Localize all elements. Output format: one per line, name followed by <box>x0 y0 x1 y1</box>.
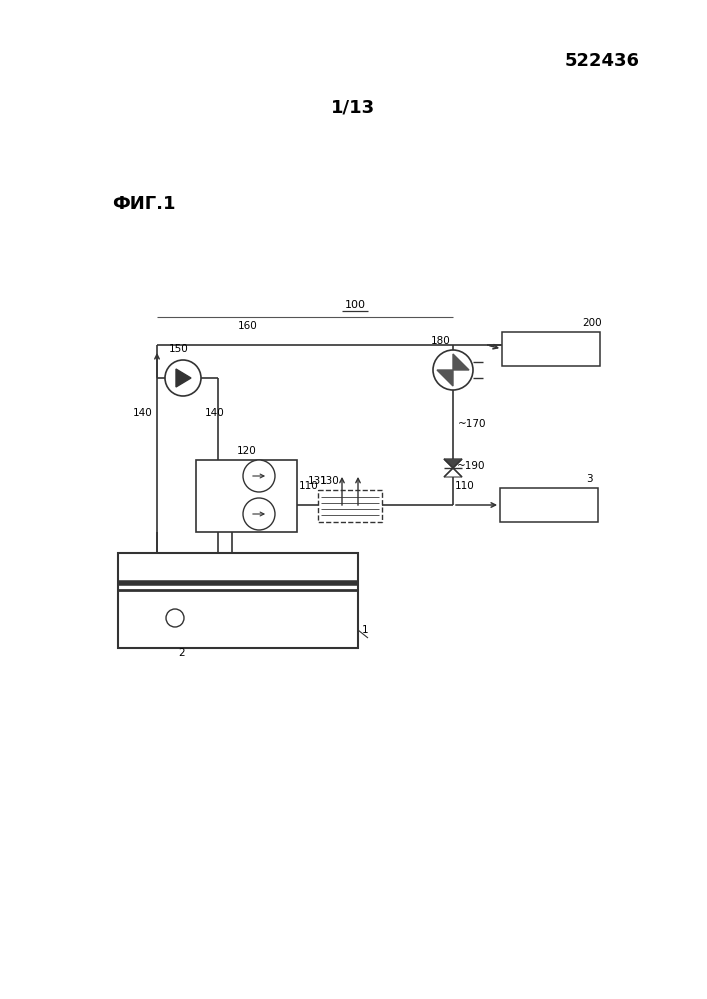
Text: ~170: ~170 <box>458 419 486 429</box>
Polygon shape <box>437 370 453 386</box>
Bar <box>500 488 598 522</box>
Text: 1: 1 <box>362 625 368 635</box>
Circle shape <box>433 350 473 390</box>
Text: 160: 160 <box>238 321 258 331</box>
Text: 140: 140 <box>133 408 153 418</box>
Text: 3: 3 <box>586 474 592 484</box>
Bar <box>318 490 382 522</box>
Circle shape <box>165 360 201 396</box>
Text: 110: 110 <box>299 481 319 491</box>
Text: 140: 140 <box>205 408 225 418</box>
Bar <box>118 553 358 648</box>
Text: 110: 110 <box>455 481 474 491</box>
Text: 180: 180 <box>431 336 451 346</box>
Polygon shape <box>444 468 462 477</box>
Text: 200: 200 <box>582 318 602 328</box>
Text: 522436: 522436 <box>565 52 640 70</box>
Text: 150: 150 <box>169 344 189 354</box>
Polygon shape <box>176 369 191 387</box>
Text: ~190: ~190 <box>457 461 486 471</box>
Text: 120: 120 <box>237 446 257 456</box>
Polygon shape <box>453 354 469 370</box>
Polygon shape <box>444 459 462 468</box>
Circle shape <box>243 460 275 492</box>
Text: 130: 130 <box>320 476 340 486</box>
Text: 1/13: 1/13 <box>331 98 375 116</box>
Circle shape <box>166 609 184 627</box>
Text: ФИГ.1: ФИГ.1 <box>112 195 175 213</box>
Circle shape <box>243 498 275 530</box>
Bar <box>502 332 600 366</box>
Text: 2: 2 <box>178 648 185 658</box>
Text: 131: 131 <box>308 476 328 486</box>
Text: 100: 100 <box>344 300 366 310</box>
Bar <box>196 460 297 532</box>
